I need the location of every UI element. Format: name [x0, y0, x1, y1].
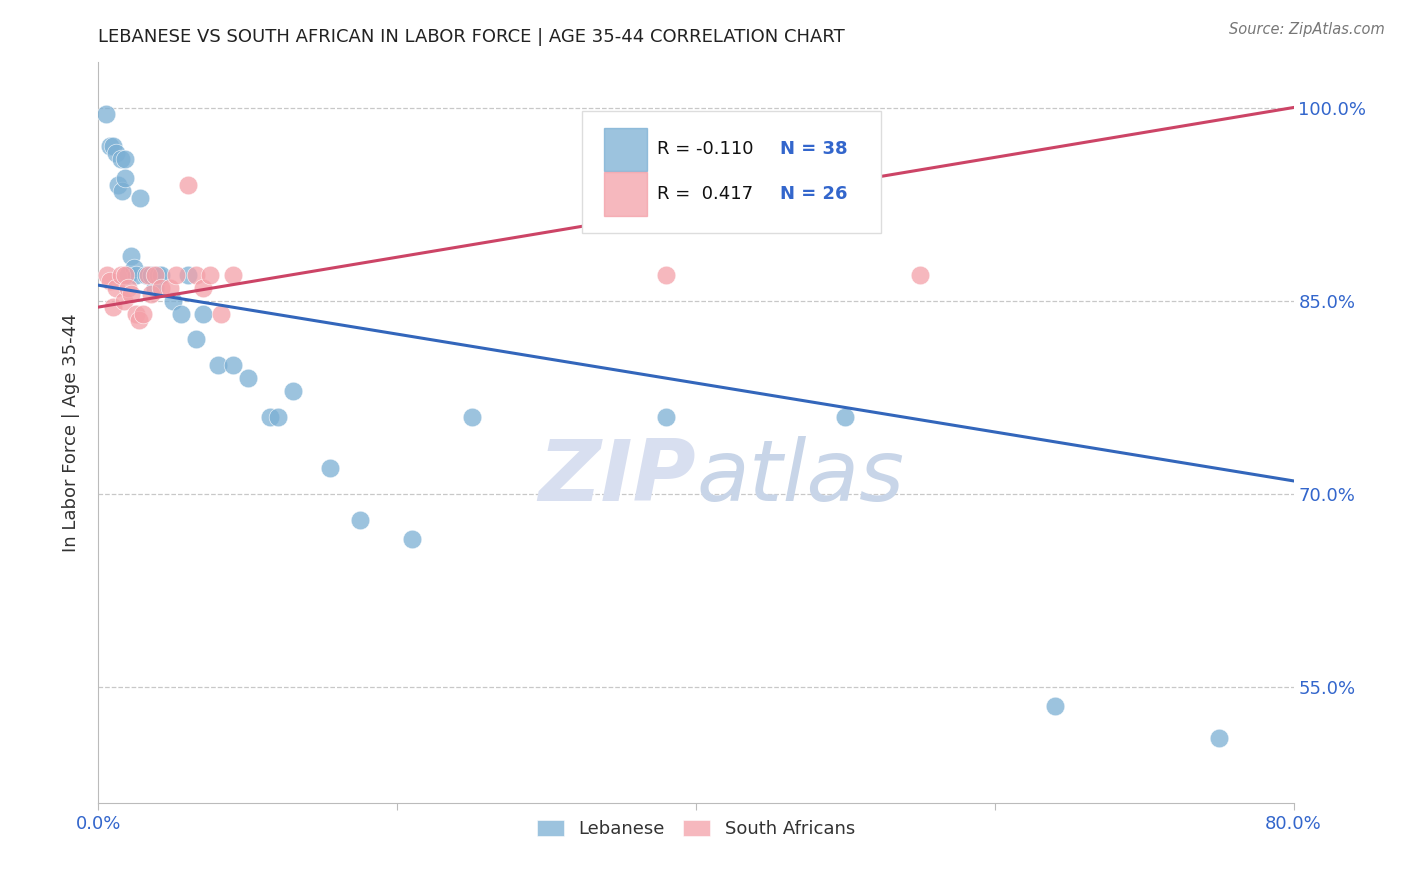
Point	[209, 306, 232, 320]
Point	[107, 178, 129, 192]
Point	[200, 268, 222, 282]
Point	[150, 281, 173, 295]
Point	[1043, 699, 1066, 714]
Point	[236, 371, 259, 385]
Point	[114, 152, 136, 166]
Point	[125, 268, 148, 282]
Point	[139, 287, 162, 301]
Legend: Lebanese, South Africans: Lebanese, South Africans	[530, 813, 862, 846]
Text: LEBANESE VS SOUTH AFRICAN IN LABOR FORCE | AGE 35-44 CORRELATION CHART: LEBANESE VS SOUTH AFRICAN IN LABOR FORCE…	[98, 28, 845, 45]
Point	[111, 184, 134, 198]
Y-axis label: In Labor Force | Age 35-44: In Labor Force | Age 35-44	[62, 313, 80, 552]
Point	[110, 152, 132, 166]
Point	[105, 281, 128, 295]
Point	[169, 306, 191, 320]
Point	[98, 274, 122, 288]
Point	[191, 306, 214, 320]
Text: N = 38: N = 38	[779, 140, 848, 159]
Point	[136, 268, 159, 282]
Point	[184, 268, 207, 282]
Point	[184, 332, 207, 346]
Point	[105, 145, 128, 160]
Text: R =  0.417: R = 0.417	[657, 185, 752, 202]
Point	[222, 268, 245, 282]
Point	[349, 512, 371, 526]
Point	[128, 313, 150, 327]
Point	[191, 281, 214, 295]
Point	[150, 268, 173, 282]
Point	[112, 293, 135, 308]
Point	[655, 409, 678, 424]
Point	[461, 409, 484, 424]
Point	[117, 281, 139, 295]
Point	[143, 281, 166, 295]
Point	[139, 268, 162, 282]
Point	[132, 306, 155, 320]
Point	[834, 409, 856, 424]
FancyBboxPatch shape	[605, 172, 647, 216]
Text: Source: ZipAtlas.com: Source: ZipAtlas.com	[1229, 22, 1385, 37]
Point	[281, 384, 304, 398]
Point	[96, 268, 118, 282]
Point	[401, 532, 423, 546]
Point	[148, 268, 170, 282]
Point	[94, 107, 117, 121]
Point	[165, 268, 187, 282]
Text: ZIP: ZIP	[538, 435, 696, 518]
Text: R = -0.110: R = -0.110	[657, 140, 754, 159]
Point	[129, 191, 152, 205]
Point	[120, 249, 142, 263]
FancyBboxPatch shape	[605, 128, 647, 171]
Point	[259, 409, 281, 424]
Point	[135, 268, 157, 282]
Point	[162, 293, 184, 308]
Point	[143, 268, 166, 282]
Point	[110, 268, 132, 282]
Point	[177, 268, 200, 282]
Point	[207, 358, 229, 372]
Point	[117, 268, 139, 282]
Point	[319, 461, 342, 475]
Point	[908, 268, 931, 282]
Point	[98, 139, 122, 153]
Point	[1208, 731, 1230, 746]
Point	[177, 178, 200, 192]
Point	[655, 268, 678, 282]
Point	[114, 268, 136, 282]
Point	[222, 358, 245, 372]
Text: N = 26: N = 26	[779, 185, 848, 202]
Point	[103, 139, 125, 153]
Point	[124, 261, 146, 276]
Point	[267, 409, 290, 424]
Point	[120, 287, 142, 301]
FancyBboxPatch shape	[582, 111, 882, 233]
Point	[103, 300, 125, 314]
Point	[159, 281, 181, 295]
Text: atlas: atlas	[696, 435, 904, 518]
Point	[125, 306, 148, 320]
Point	[114, 171, 136, 186]
